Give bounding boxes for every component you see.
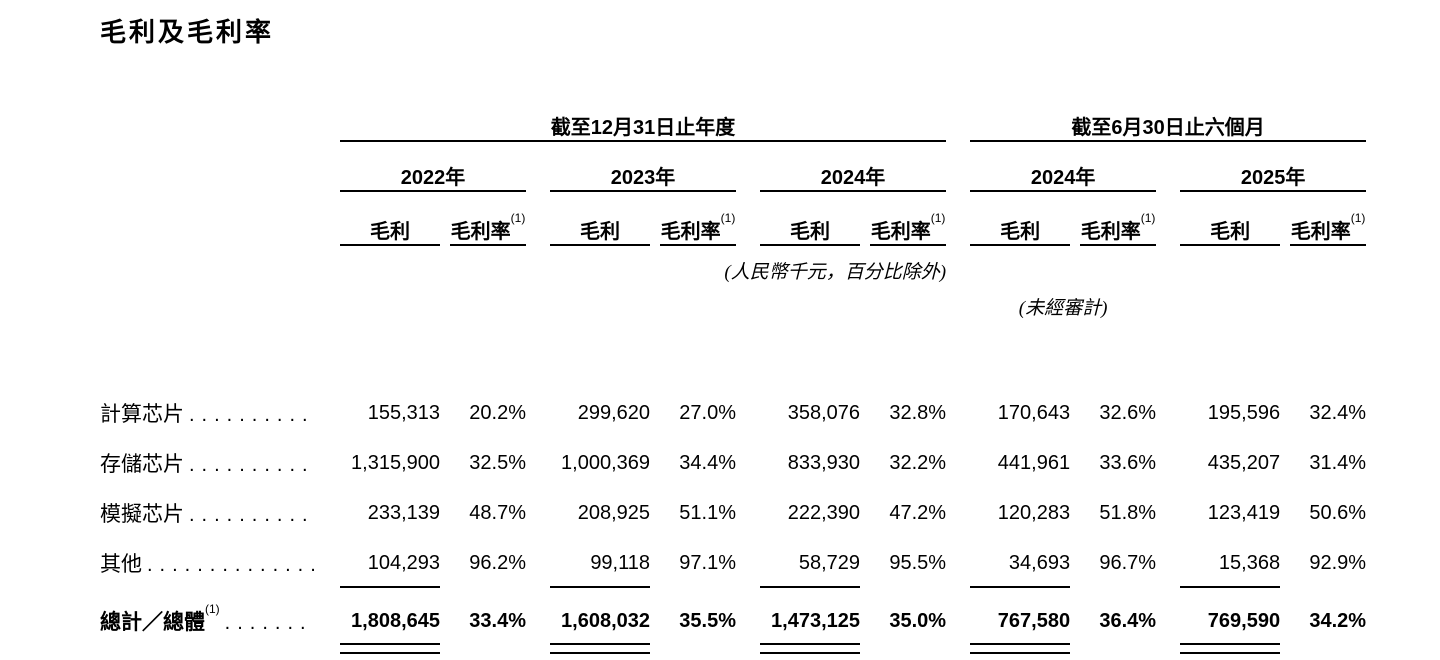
gross-margin-value: 51.8% — [1099, 501, 1157, 524]
gross-profit-value: 170,643 — [997, 401, 1071, 424]
row-label-analog-chips: 模擬芯片.......... — [100, 503, 315, 526]
gross-margin-value: 96.7% — [1099, 551, 1157, 574]
total-gross-profit-value: 769,590 — [1180, 588, 1281, 654]
gross-profit-value: 155,313 — [367, 401, 440, 424]
gross-profit-value: 358,076 — [787, 401, 860, 424]
total-gross-margin-value: 35.0% — [889, 609, 947, 632]
gross-profit-value: 195,596 — [1207, 401, 1281, 424]
units-note: (人民幣千元，百分比除外) — [724, 262, 947, 283]
gross-margin-value: 95.5% — [889, 551, 947, 574]
gross-margin-value: 47.2% — [889, 501, 947, 524]
footnote-marker: (1) — [1140, 211, 1156, 225]
gross-profit-value: 58,729 — [760, 538, 860, 588]
gross-margin-column-header: 毛利率(1) — [660, 191, 736, 246]
gross-profit-value: 104,293 — [340, 538, 440, 588]
gross-margin-column-header: 毛利率(1) — [1080, 191, 1157, 246]
row-label-storage-chips: 存儲芯片.......... — [100, 453, 315, 476]
gross-margin-value: 32.6% — [1099, 401, 1157, 424]
footnote-marker: (1) — [720, 211, 736, 225]
row-label-others: 其他.............. — [100, 553, 323, 576]
gross-margin-value: 34.4% — [679, 451, 736, 474]
gross-profit-value: 208,925 — [577, 501, 650, 524]
gross-margin-value: 32.4% — [1309, 401, 1367, 424]
page-title: 毛利及毛利率 — [100, 17, 275, 47]
total-gross-margin-value: 34.2% — [1309, 609, 1367, 632]
gross-profit-value: 99,118 — [550, 538, 650, 588]
gross-margin-value: 31.4% — [1309, 451, 1367, 474]
total-gross-profit-value: 1,808,645 — [340, 588, 440, 654]
gross-profit-value: 1,000,369 — [561, 451, 650, 474]
unaudited-note: (未經審計) — [1018, 298, 1108, 319]
leader-dots: .......... — [189, 454, 315, 476]
gross-profit-column-header: 毛利 — [340, 191, 440, 246]
gross-margin-value: 97.1% — [679, 551, 736, 574]
row-label-computing-chips: 計算芯片.......... — [100, 403, 315, 426]
leader-dots: .......... — [189, 404, 315, 426]
gross-margin-value: 32.5% — [469, 451, 526, 474]
gross-profit-column-header: 毛利 — [550, 191, 650, 246]
gross-margin-value: 33.6% — [1099, 451, 1157, 474]
leader-dots: ....... — [224, 612, 313, 634]
gross-margin-value: 96.2% — [469, 551, 526, 574]
gross-margin-column-header: 毛利率(1) — [870, 191, 947, 246]
gross-margin-value: 20.2% — [469, 401, 526, 424]
footnote-marker: (1) — [205, 602, 220, 616]
total-gross-margin-value: 33.4% — [469, 609, 526, 632]
gross-profit-value: 233,139 — [367, 501, 440, 524]
gross-profit-value: 222,390 — [787, 501, 860, 524]
gross-margin-value: 32.2% — [889, 451, 947, 474]
footnote-marker: (1) — [1350, 211, 1366, 225]
total-gross-profit-value: 767,580 — [970, 588, 1071, 654]
leader-dots: .......... — [189, 504, 315, 526]
gross-profit-column-header: 毛利 — [1180, 191, 1281, 246]
period-group-interim-header: 截至6月30日止六個月 — [970, 100, 1367, 142]
gross-profit-value: 15,368 — [1180, 538, 1281, 588]
gross-profit-value: 34,693 — [970, 538, 1071, 588]
gross-profit-column-header: 毛利 — [970, 191, 1071, 246]
year-header-2024: 2024年 — [760, 141, 947, 192]
gross-profit-table: 截至12月31日止年度 截至6月30日止六個月 2022年 2023年 2024… — [100, 100, 1367, 654]
gross-margin-value: 50.6% — [1309, 501, 1367, 524]
year-header-2023: 2023年 — [550, 141, 736, 192]
gross-profit-value: 1,315,900 — [351, 451, 440, 474]
gross-margin-value: 27.0% — [679, 401, 736, 424]
gross-profit-column-header: 毛利 — [760, 191, 860, 246]
gross-margin-value: 92.9% — [1309, 551, 1367, 574]
gross-margin-value: 32.8% — [889, 401, 947, 424]
gross-profit-value: 299,620 — [577, 401, 650, 424]
gross-margin-value: 51.1% — [679, 501, 736, 524]
leader-dots: .............. — [147, 554, 323, 576]
gross-profit-value: 441,961 — [997, 451, 1071, 474]
gross-profit-value: 833,930 — [787, 451, 860, 474]
gross-profit-value: 120,283 — [997, 501, 1071, 524]
year-header-interim-2024: 2024年 — [970, 141, 1157, 192]
year-header-2022: 2022年 — [340, 141, 526, 192]
period-group-annual-header: 截至12月31日止年度 — [340, 100, 947, 142]
total-gross-profit-value: 1,473,125 — [760, 588, 860, 654]
year-header-interim-2025: 2025年 — [1180, 141, 1367, 192]
gross-margin-column-header: 毛利率(1) — [450, 191, 526, 246]
total-gross-profit-value: 1,608,032 — [550, 588, 650, 654]
total-row-label: 總計／總體(1)....... — [100, 602, 313, 634]
footnote-marker: (1) — [930, 211, 946, 225]
gross-profit-value: 435,207 — [1207, 451, 1281, 474]
gross-margin-value: 48.7% — [469, 501, 526, 524]
gross-profit-value: 123,419 — [1207, 501, 1281, 524]
footnote-marker: (1) — [510, 211, 526, 225]
gross-margin-column-header: 毛利率(1) — [1290, 191, 1367, 246]
total-gross-margin-value: 35.5% — [679, 609, 736, 632]
total-gross-margin-value: 36.4% — [1099, 609, 1157, 632]
